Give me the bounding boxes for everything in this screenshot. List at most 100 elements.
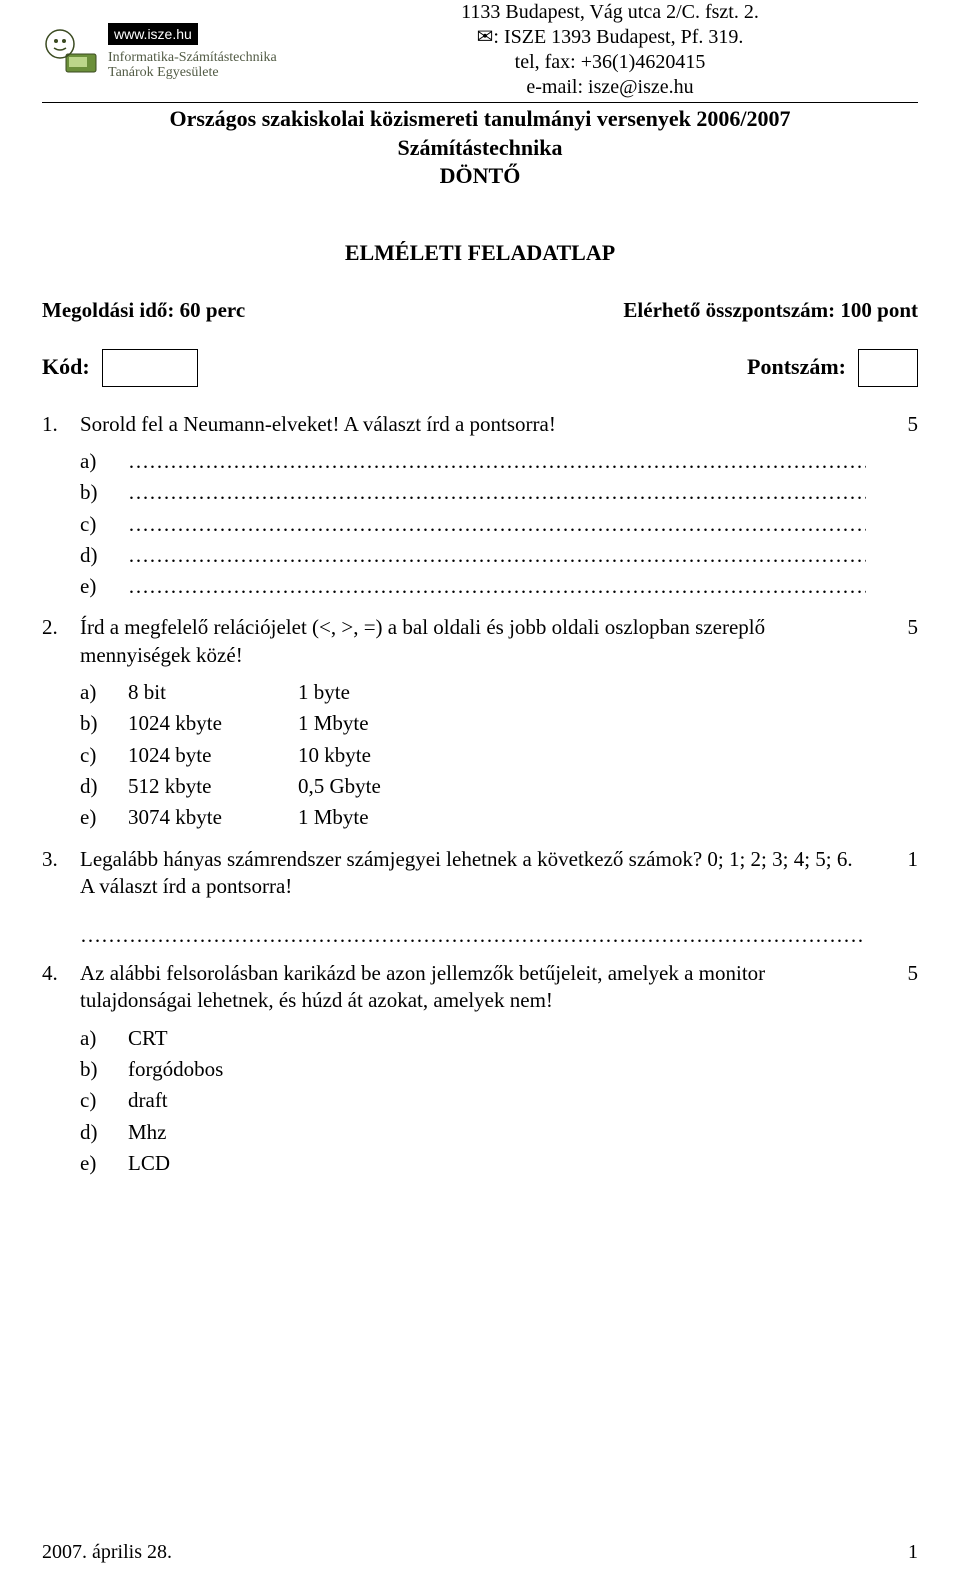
answer-line: a) [80,448,866,475]
answer-fill[interactable] [128,542,866,562]
logo-icon [42,24,100,76]
logo-url: www.isze.hu [108,23,198,45]
answer-fill[interactable] [128,479,866,499]
question-text: Sorold fel a Neumann-elveket! A választ … [80,411,890,438]
answer-line: c) [80,511,866,538]
answer-fill[interactable] [128,448,866,468]
header-divider [42,102,918,103]
header: www.isze.hu Informatika-Számítástechnika… [42,0,918,100]
option-key: c) [80,511,128,538]
right-value: 1 Mbyte [298,710,866,737]
logo-block: www.isze.hu Informatika-Számítástechnika… [42,20,302,100]
option-key: b) [80,479,128,506]
logo-org-line1: Informatika-Számítástechnika [108,50,302,65]
address-line-1: 1133 Budapest, Vág utca 2/C. fszt. 2. [302,0,918,25]
question-number: 2. [42,614,80,641]
question-2-table: a) 8 bit 1 byte b) 1024 kbyte 1 Mbyte c)… [42,669,918,845]
option-key: e) [80,804,128,831]
option-key: c) [80,742,128,769]
question-points: 5 [890,411,918,438]
time-limit: Megoldási idő: 60 perc [42,297,245,324]
score-label: Pontszám: [747,353,846,382]
right-value: 0,5 Gbyte [298,773,866,800]
question-3: 3. Legalább hányas számrendszer számjegy… [42,846,918,901]
option-key: a) [80,448,128,475]
option-key: b) [80,710,128,737]
left-value: 1024 kbyte [128,710,298,737]
option-key: a) [80,679,128,706]
question-number: 1. [42,411,80,438]
option-key: c) [80,1087,128,1114]
footer-date: 2007. április 28. [42,1539,172,1565]
title-line-1: Országos szakiskolai közismereti tanulmá… [42,105,918,134]
logo-org: Informatika-Számítástechnika Tanárok Egy… [108,50,302,81]
code-box[interactable] [102,349,198,387]
title-block: Országos szakiskolai közismereti tanulmá… [42,105,918,191]
title-line-2: Számítástechnika [42,134,918,163]
sheet-title: ELMÉLETI FELADATLAP [42,239,918,268]
address-line-3: tel, fax: +36(1)4620415 [302,50,918,75]
question-points: 1 [890,846,918,873]
question-1-answers: a) b) c) d) e) [42,438,918,614]
option-key: d) [80,1119,128,1146]
page: www.isze.hu Informatika-Számítástechnika… [0,0,960,1595]
question-points: 5 [890,960,918,987]
left-value: 3074 kbyte [128,804,298,831]
question-2: 2. Írd a megfelelő relációjelet (<, >, =… [42,614,918,669]
option-value: CRT [128,1025,866,1052]
option-value: Mhz [128,1119,866,1146]
total-points: Elérhető összpontszám: 100 pont [623,297,918,324]
code-label: Kód: [42,353,90,382]
right-value: 10 kbyte [298,742,866,769]
answer-fill[interactable] [80,922,866,944]
code-row: Kód: Pontszám: [42,349,918,387]
answer-fill[interactable] [128,511,866,531]
left-value: 1024 byte [128,742,298,769]
list-item: b) forgódobos [80,1056,866,1083]
option-value: forgódobos [128,1056,866,1083]
question-text: Legalább hányas számrendszer számjegyei … [80,846,890,901]
answer-line: d) [80,542,866,569]
title-line-3: DÖNTŐ [42,162,918,191]
address-block: 1133 Budapest, Vág utca 2/C. fszt. 2. ✉:… [302,0,918,100]
question-number: 4. [42,960,80,987]
list-item: a) CRT [80,1025,866,1052]
question-number: 3. [42,846,80,873]
info-row: Megoldási idő: 60 perc Elérhető összpont… [42,297,918,324]
question-4: 4. Az alábbi felsorolásban karikázd be a… [42,960,918,1015]
answer-line: b) [80,479,866,506]
address-line-2: ✉: ISZE 1393 Budapest, Pf. 319. [302,25,918,50]
option-key: b) [80,1056,128,1083]
option-value: LCD [128,1150,866,1177]
option-key: e) [80,1150,128,1177]
list-item: c) draft [80,1087,866,1114]
question-text: Írd a megfelelő relációjelet (<, >, =) a… [80,614,890,669]
option-value: draft [128,1087,866,1114]
table-row: d) 512 kbyte 0,5 Gbyte [80,773,866,800]
question-4-options: a) CRT b) forgódobos c) draft d) Mhz e) [42,1015,918,1191]
answer-line: e) [80,573,866,600]
score-box[interactable] [858,349,918,387]
table-row: c) 1024 byte 10 kbyte [80,742,866,769]
list-item: e) LCD [80,1150,866,1177]
table-row: e) 3074 kbyte 1 Mbyte [80,804,866,831]
question-points: 5 [890,614,918,641]
table-row: a) 8 bit 1 byte [80,679,866,706]
address-line-4: e-mail: isze@isze.hu [302,75,918,100]
left-value: 512 kbyte [128,773,298,800]
answer-fill[interactable] [128,573,866,593]
option-key: a) [80,1025,128,1052]
right-value: 1 byte [298,679,866,706]
option-key: d) [80,542,128,569]
option-key: d) [80,773,128,800]
footer: 2007. április 28. 1 [42,1539,918,1565]
list-item: d) Mhz [80,1119,866,1146]
option-key: e) [80,573,128,600]
question-text: Az alábbi felsorolásban karikázd be azon… [80,960,890,1015]
left-value: 8 bit [128,679,298,706]
table-row: b) 1024 kbyte 1 Mbyte [80,710,866,737]
footer-page: 1 [908,1539,918,1565]
logo-box: www.isze.hu Informatika-Számítástechnika… [42,20,302,100]
question-1: 1. Sorold fel a Neumann-elveket! A válas… [42,411,918,438]
question-3-answer [42,900,918,960]
